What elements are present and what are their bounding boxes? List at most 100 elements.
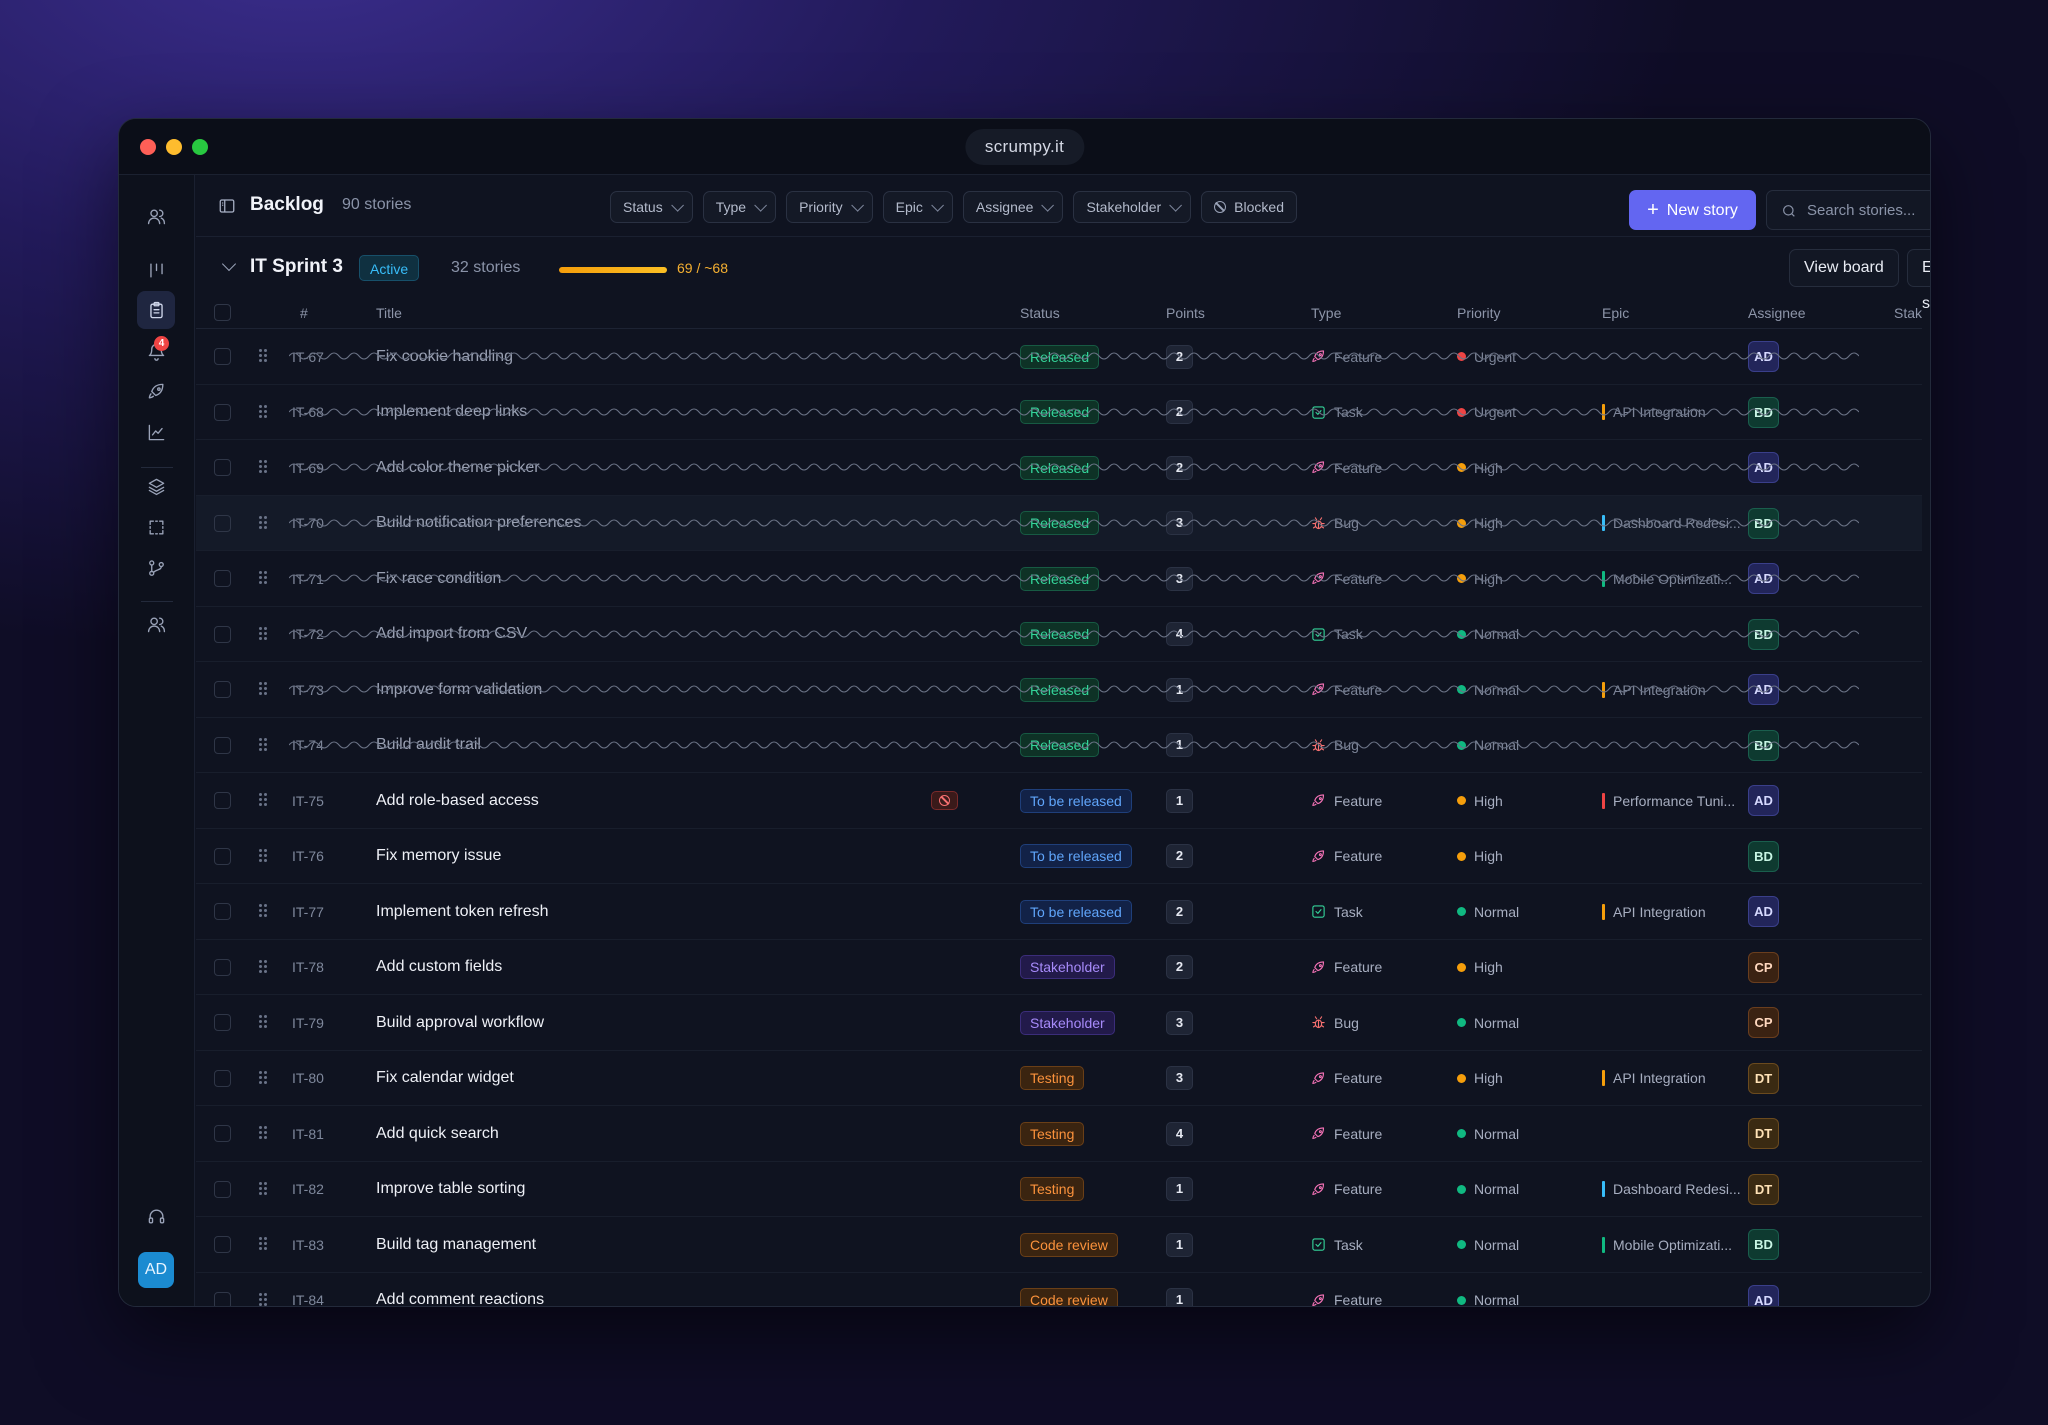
assignee-cell[interactable]: DT: [1748, 1162, 1779, 1217]
url-pill[interactable]: scrumpy.it: [964, 129, 1085, 165]
assignee-cell[interactable]: AD: [1748, 1273, 1779, 1306]
status-cell[interactable]: Stakeholder: [1020, 940, 1115, 995]
search-input[interactable]: [1807, 191, 1930, 229]
priority-cell[interactable]: High: [1457, 1051, 1503, 1106]
column-header-priority[interactable]: Priority: [1457, 305, 1501, 321]
row-checkbox[interactable]: [214, 792, 231, 809]
story-title[interactable]: Implement token refresh: [376, 902, 549, 920]
status-cell[interactable]: To be released: [1020, 829, 1132, 884]
column-header-title[interactable]: Title: [376, 305, 402, 321]
reports-nav-button[interactable]: [137, 413, 175, 451]
type-cell[interactable]: Bug: [1311, 995, 1359, 1050]
drag-handle-icon[interactable]: [259, 626, 267, 641]
points-cell[interactable]: 1: [1166, 718, 1193, 773]
assignee-cell[interactable]: DT: [1748, 1051, 1779, 1106]
status-cell[interactable]: Testing: [1020, 1051, 1085, 1106]
story-title[interactable]: Improve form validation: [376, 680, 543, 698]
row-checkbox[interactable]: [214, 1125, 231, 1142]
drag-handle-icon[interactable]: [259, 404, 267, 419]
drag-handle-icon[interactable]: [259, 515, 267, 530]
drag-handle-icon[interactable]: [259, 1292, 267, 1307]
chevron-down-icon[interactable]: [221, 256, 237, 272]
drag-handle-icon[interactable]: [259, 959, 267, 974]
row-checkbox[interactable]: [214, 847, 231, 865]
points-cell[interactable]: 3: [1166, 995, 1193, 1050]
epic-cell[interactable]: API Integration: [1602, 884, 1706, 939]
points-cell[interactable]: 1: [1166, 773, 1193, 828]
story-title[interactable]: Add quick search: [376, 1124, 499, 1142]
story-title[interactable]: Add role-based access: [376, 791, 539, 809]
status-cell[interactable]: Released: [1020, 551, 1100, 606]
drag-handle-icon[interactable]: [259, 460, 267, 474]
status-cell[interactable]: Released: [1020, 440, 1100, 495]
points-cell[interactable]: 2: [1166, 884, 1193, 939]
table-row[interactable]: IT-68 Implement deep links Released 2 Task Ur…: [196, 385, 1922, 440]
priority-filter[interactable]: Priority: [786, 191, 873, 223]
type-cell[interactable]: Task: [1311, 385, 1363, 440]
assignee-cell[interactable]: BD: [1748, 385, 1779, 440]
epic-cell[interactable]: Dashboard Redesi...: [1602, 496, 1741, 551]
epic-cell[interactable]: Mobile Optimizati...: [1602, 551, 1732, 606]
table-row[interactable]: IT-74 Build audit trail Released 1 Bug Normal…: [196, 718, 1922, 773]
points-cell[interactable]: 2: [1166, 940, 1193, 995]
view-board-button[interactable]: View board: [1789, 249, 1899, 287]
drag-handle-icon[interactable]: [259, 1181, 267, 1196]
team-nav-button[interactable]: [137, 197, 175, 235]
type-cell[interactable]: Feature: [1311, 940, 1382, 995]
story-title[interactable]: Add comment reactions: [376, 1291, 545, 1306]
priority-cell[interactable]: Normal: [1457, 607, 1519, 662]
points-cell[interactable]: 1: [1166, 1217, 1193, 1272]
members-nav-button[interactable]: [137, 605, 175, 643]
points-cell[interactable]: 3: [1166, 551, 1193, 606]
drag-handle-icon[interactable]: [259, 737, 267, 752]
priority-cell[interactable]: High: [1457, 940, 1503, 995]
type-filter[interactable]: Type: [702, 191, 777, 223]
points-cell[interactable]: 1: [1166, 1273, 1193, 1306]
table-row[interactable]: IT-71 Fix race condition Released 3 Feature H…: [196, 551, 1922, 607]
assignee-cell[interactable]: BD: [1748, 718, 1779, 773]
assignee-cell[interactable]: BD: [1748, 496, 1779, 551]
maximize-window-button[interactable]: [192, 139, 208, 155]
assignee-cell[interactable]: AD: [1748, 884, 1779, 939]
points-cell[interactable]: 1: [1166, 662, 1193, 717]
priority-cell[interactable]: Urgent: [1457, 385, 1516, 440]
status-cell[interactable]: Released: [1020, 718, 1100, 773]
type-cell[interactable]: Feature: [1311, 1162, 1382, 1217]
status-cell[interactable]: Code review: [1020, 1273, 1118, 1306]
row-checkbox[interactable]: [214, 1236, 231, 1253]
row-checkbox[interactable]: [214, 514, 231, 532]
column-header-stakeholder[interactable]: Stakeholder: [1894, 305, 1922, 321]
drag-handle-icon[interactable]: [259, 1070, 267, 1085]
story-title[interactable]: Fix cookie handling: [376, 347, 513, 365]
story-title[interactable]: Implement deep links: [376, 403, 528, 420]
assignee-cell[interactable]: AD: [1748, 329, 1779, 384]
status-filter[interactable]: Status: [610, 191, 693, 223]
releases-nav-button[interactable]: [137, 372, 175, 410]
epic-cell[interactable]: Performance Tuni...: [1602, 773, 1735, 828]
story-title[interactable]: Build tag management: [376, 1235, 537, 1253]
row-checkbox[interactable]: [214, 681, 231, 698]
column-header-points[interactable]: Points: [1166, 305, 1205, 321]
table-row[interactable]: IT-69 Add color theme picker Released 2 Feat…: [196, 440, 1922, 496]
assignee-cell[interactable]: BD: [1748, 607, 1779, 662]
story-title[interactable]: Improve table sorting: [376, 1180, 526, 1197]
type-cell[interactable]: Feature: [1311, 662, 1382, 717]
epic-cell[interactable]: API Integration: [1602, 385, 1706, 440]
assignee-cell[interactable]: AD: [1748, 773, 1779, 828]
status-cell[interactable]: Released: [1020, 496, 1100, 551]
row-checkbox[interactable]: [214, 903, 231, 920]
support-nav-button[interactable]: [137, 1197, 175, 1235]
status-cell[interactable]: Code review: [1020, 1217, 1118, 1272]
drag-handle-icon[interactable]: [259, 349, 267, 363]
points-cell[interactable]: 2: [1166, 440, 1193, 495]
board-nav-button[interactable]: [137, 251, 175, 289]
type-cell[interactable]: Task: [1311, 607, 1363, 662]
epic-filter[interactable]: Epic: [882, 191, 953, 223]
story-title[interactable]: Build approval workflow: [376, 1013, 545, 1031]
assignee-cell[interactable]: AD: [1748, 440, 1779, 495]
epic-cell[interactable]: API Integration: [1602, 662, 1706, 717]
table-row[interactable]: IT-82 Improve table sorting Testing 1 Featur…: [196, 1162, 1922, 1217]
backlog-nav-button[interactable]: [137, 291, 175, 329]
row-checkbox[interactable]: [214, 1069, 231, 1087]
priority-cell[interactable]: Normal: [1457, 718, 1519, 773]
